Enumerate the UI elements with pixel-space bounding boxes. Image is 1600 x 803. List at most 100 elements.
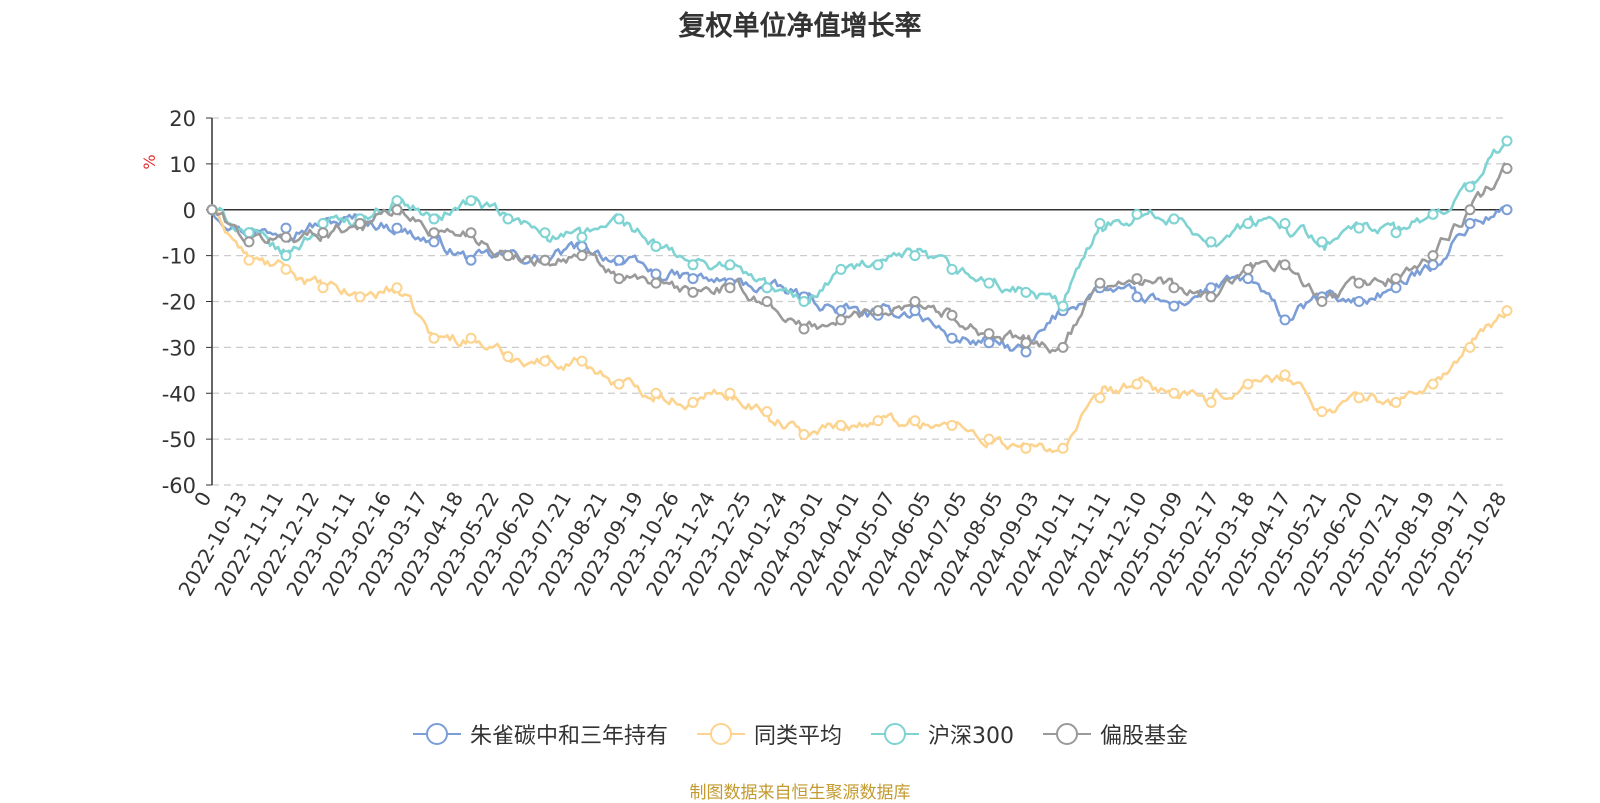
series-point — [1057, 341, 1069, 353]
legend: 朱雀碳中和三年持有 同类平均 沪深300 偏股基金 — [0, 718, 1600, 750]
series-point — [1168, 300, 1180, 312]
series-point — [613, 254, 625, 266]
series-point — [1353, 392, 1365, 404]
series-point — [1464, 341, 1476, 353]
x-tick-label: 0 — [189, 488, 216, 511]
series-point — [724, 282, 736, 294]
legend-item-peer-average[interactable]: 同类平均 — [696, 718, 842, 750]
series-point — [280, 231, 292, 243]
series-point — [835, 305, 847, 317]
legend-csi300-line-icon — [871, 723, 919, 745]
series-point — [539, 227, 551, 239]
legend-item-equity-fund[interactable]: 偏股基金 — [1042, 718, 1188, 750]
series-point — [1390, 273, 1402, 285]
chart-title: 复权单位净值增长率 — [678, 11, 922, 42]
series-point — [687, 396, 699, 408]
series-point — [798, 429, 810, 441]
series-point — [428, 213, 440, 225]
series-point — [613, 273, 625, 285]
series-point — [1464, 204, 1476, 216]
series-point — [1501, 135, 1513, 147]
series-point — [1168, 213, 1180, 225]
series-lines — [210, 140, 1509, 454]
series-point — [1353, 296, 1365, 307]
series-point — [1205, 291, 1217, 303]
series-point — [1168, 282, 1180, 294]
series-point — [576, 355, 588, 367]
series-point — [280, 263, 292, 275]
series-point — [1094, 218, 1106, 230]
series-point — [1020, 442, 1032, 454]
legend-item-csi300[interactable]: 沪深300 — [870, 718, 1014, 750]
series-point — [243, 236, 255, 248]
y-tick-label: -10 — [162, 245, 196, 269]
series-point — [835, 419, 847, 431]
series-point — [1242, 273, 1254, 285]
series-point — [1242, 378, 1254, 390]
series-point — [317, 218, 329, 230]
series-point — [761, 296, 773, 307]
series-point — [872, 415, 884, 427]
series-point — [539, 254, 551, 266]
series-point — [613, 378, 625, 390]
series-point — [1205, 236, 1217, 248]
series-point — [1242, 218, 1254, 230]
series-point — [576, 240, 588, 252]
series-point — [354, 218, 366, 230]
series-point — [650, 268, 662, 280]
series-point — [1427, 378, 1439, 390]
series-point — [1353, 222, 1365, 234]
series-point — [909, 415, 921, 427]
series-point — [687, 273, 699, 285]
series-point — [1279, 218, 1291, 230]
series-point — [909, 305, 921, 317]
series-point — [1094, 392, 1106, 404]
series-point — [1353, 277, 1365, 289]
series-line — [211, 162, 1509, 354]
series-point — [761, 282, 773, 294]
series-point — [1464, 218, 1476, 230]
series-point — [613, 213, 625, 225]
series-point — [909, 296, 921, 307]
series-point — [243, 227, 255, 239]
series-point — [1020, 346, 1032, 358]
series-point — [243, 254, 255, 266]
series-point — [946, 263, 958, 275]
series-point — [872, 259, 884, 271]
series-line — [210, 205, 1509, 354]
series-point — [1427, 259, 1439, 271]
y-tick-label: 0 — [183, 199, 196, 223]
series-point — [502, 351, 514, 363]
series-point — [280, 222, 292, 234]
y-tick-label: -40 — [162, 382, 196, 406]
series-point — [1020, 286, 1032, 298]
series-point — [1094, 277, 1106, 289]
legend-item-fund[interactable]: 朱雀碳中和三年持有 — [412, 718, 668, 750]
legend-csi300-label: 沪深300 — [928, 724, 1014, 749]
series-point — [1427, 250, 1439, 262]
series-point — [465, 332, 477, 344]
series-point — [1316, 236, 1328, 248]
series-point — [391, 222, 403, 234]
series-point — [1131, 378, 1143, 390]
data-source-note: 制图数据来自恒生聚源数据库 — [689, 783, 911, 803]
series-point — [983, 337, 995, 349]
series-point — [872, 305, 884, 317]
series-point — [1279, 369, 1291, 381]
series-point — [1131, 291, 1143, 303]
series-point — [1057, 300, 1069, 312]
series-point — [835, 263, 847, 275]
series-point — [428, 227, 440, 239]
series-point — [1168, 387, 1180, 399]
series-point — [983, 433, 995, 445]
series-point — [687, 259, 699, 271]
series-point — [354, 291, 366, 303]
y-tick-label: -50 — [162, 428, 196, 452]
series-point — [724, 259, 736, 271]
series-point — [465, 227, 477, 239]
series-point — [428, 332, 440, 344]
series-point — [1390, 282, 1402, 294]
legend-equity-fund-label: 偏股基金 — [1100, 724, 1189, 749]
series-point — [1501, 162, 1513, 174]
series-line — [211, 208, 1509, 454]
